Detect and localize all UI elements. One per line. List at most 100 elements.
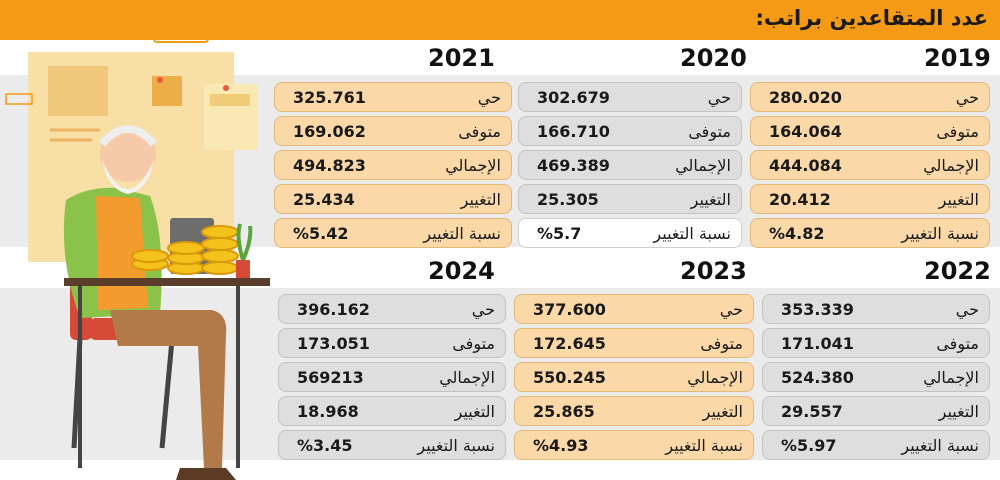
label-change: التغيير [690,190,731,209]
label-alive: حي [471,300,495,319]
label-change-pct: نسبة التغيير [665,436,743,455]
value-change-pct: %5.97 [781,436,837,455]
value-alive: 377.600 [533,300,606,319]
row-2023-change-pct: نسبة التغيير %4.93 [514,430,754,460]
row-2020-total: الإجمالي 469.389 [518,150,742,180]
year-2021: 2021 [428,44,495,72]
coin-stacks [131,225,239,275]
label-change: التغيير [460,190,501,209]
row-2024-alive: حي 396.162 [278,294,506,324]
value-change: 25.434 [293,190,355,209]
label-deceased: متوفى [688,122,731,141]
value-deceased: 166.710 [537,122,610,141]
value-change-pct: %5.7 [537,224,582,243]
row-2023-change: التغيير 25.865 [514,396,754,426]
value-deceased: 164.064 [769,122,842,141]
label-deceased: متوفى [936,122,979,141]
row-2020-alive: حي 302.679 [518,82,742,112]
value-change: 29.557 [781,402,843,421]
row-2020-deceased: متوفى 166.710 [518,116,742,146]
value-total: 494.823 [293,156,366,175]
value-total: 524.380 [781,368,854,387]
value-deceased: 173.051 [297,334,370,353]
row-2019-deceased: متوفى 164.064 [750,116,990,146]
row-2022-change-pct: نسبة التغيير %5.97 [762,430,990,460]
label-total: الإجمالي [675,156,731,175]
row-2022-alive: حي 353.339 [762,294,990,324]
row-2023-alive: حي 377.600 [514,294,754,324]
row-2022-deceased: متوفى 171.041 [762,328,990,358]
row-2019-change: التغيير 20.412 [750,184,990,214]
value-alive: 280.020 [769,88,842,107]
label-total: الإجمالي [687,368,743,387]
value-alive: 353.339 [781,300,854,319]
label-alive: حي [477,88,501,107]
row-2023-total: الإجمالي 550.245 [514,362,754,392]
value-change: 25.865 [533,402,595,421]
label-change: التغيير [938,190,979,209]
label-change-pct: نسبة التغيير [901,436,979,455]
label-total: الإجمالي [439,368,495,387]
label-alive: حي [955,88,979,107]
value-change-pct: %5.42 [293,224,349,243]
row-2021-total: الإجمالي 494.823 [274,150,512,180]
row-2021-deceased: متوفى 169.062 [274,116,512,146]
value-alive: 302.679 [537,88,610,107]
row-2022-total: الإجمالي 524.380 [762,362,990,392]
label-alive: حي [955,300,979,319]
label-total: الإجمالي [445,156,501,175]
desk [64,278,270,286]
year-2022: 2022 [924,257,991,285]
value-total: 469.389 [537,156,610,175]
row-2019-total: الإجمالي 444.084 [750,150,990,180]
label-deceased: متوفى [700,334,743,353]
value-change: 18.968 [297,402,359,421]
year-2019: 2019 [924,44,991,72]
row-2022-change: التغيير 29.557 [762,396,990,426]
label-change-pct: نسبة التغيير [653,224,731,243]
year-2024: 2024 [428,257,495,285]
value-total: 569213 [297,368,364,387]
row-2021-change-pct: نسبة التغيير %5.42 [274,218,512,248]
row-2023-deceased: متوفى 172.645 [514,328,754,358]
value-change: 25.305 [537,190,599,209]
row-2024-total: الإجمالي 569213 [278,362,506,392]
label-deceased: متوفى [452,334,495,353]
label-change: التغيير [702,402,743,421]
header-bar: عدد المتقاعدين براتب: [0,0,1000,40]
year-2020: 2020 [680,44,747,72]
row-2024-change-pct: نسبة التغيير %3.45 [278,430,506,460]
value-total: 444.084 [769,156,842,175]
value-change-pct: %4.93 [533,436,589,455]
value-total: 550.245 [533,368,606,387]
value-change-pct: %3.45 [297,436,353,455]
value-alive: 396.162 [297,300,370,319]
label-change: التغيير [938,402,979,421]
value-change-pct: %4.82 [769,224,825,243]
label-deceased: متوفى [936,334,979,353]
value-alive: 325.761 [293,88,366,107]
value-deceased: 172.645 [533,334,606,353]
row-2024-change: التغيير 18.968 [278,396,506,426]
row-2019-change-pct: نسبة التغيير %4.82 [750,218,990,248]
row-2020-change-pct: نسبة التغيير %5.7 [518,218,742,248]
retiree-illustration [5,29,270,480]
label-total: الإجمالي [923,368,979,387]
value-deceased: 169.062 [293,122,366,141]
year-2023: 2023 [680,257,747,285]
row-2019-alive: حي 280.020 [750,82,990,112]
row-2021-change: التغيير 25.434 [274,184,512,214]
page-title: عدد المتقاعدين براتب: [755,6,988,30]
label-change-pct: نسبة التغيير [423,224,501,243]
value-deceased: 171.041 [781,334,854,353]
row-2024-deceased: متوفى 173.051 [278,328,506,358]
row-2020-change: التغيير 25.305 [518,184,742,214]
label-change-pct: نسبة التغيير [417,436,495,455]
label-total: الإجمالي [923,156,979,175]
label-change-pct: نسبة التغيير [901,224,979,243]
label-alive: حي [719,300,743,319]
label-deceased: متوفى [458,122,501,141]
label-change: التغيير [454,402,495,421]
label-alive: حي [707,88,731,107]
row-2021-alive: حي 325.761 [274,82,512,112]
